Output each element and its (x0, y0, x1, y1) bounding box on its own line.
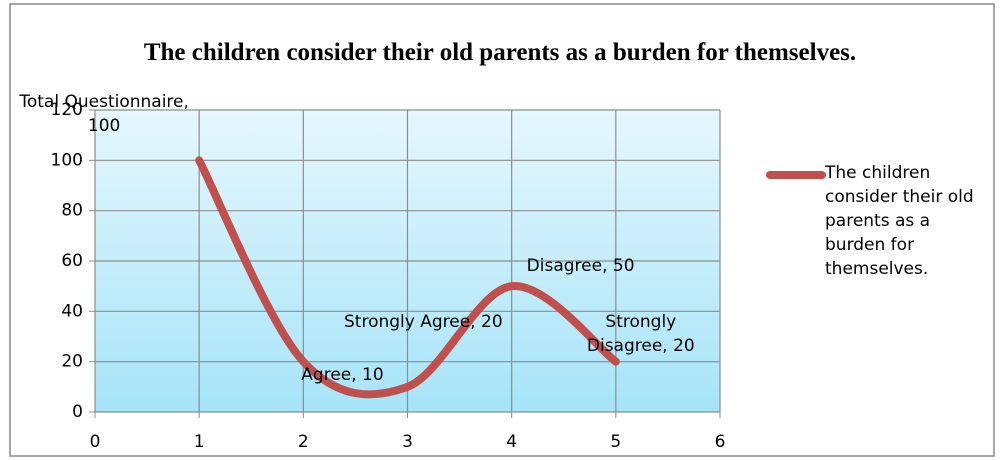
y-tick-label: 40 (61, 301, 83, 321)
data-label: Total Questionnaire, 100 (19, 92, 189, 137)
x-tick-label: 4 (506, 432, 517, 452)
title-box: The children consider their old parents … (143, 39, 857, 66)
y-tick-label: 0 (72, 402, 83, 422)
data-label-box: Agree, 10 (301, 364, 384, 385)
y-tick-label: 60 (61, 251, 83, 271)
legend-label: The children consider their old parents … (825, 163, 974, 279)
x-tick-label: 3 (402, 432, 413, 452)
x-tick-label: 5 (610, 432, 621, 452)
line (195, 156, 620, 399)
x-tick-label: 2 (298, 432, 309, 452)
data-label: Strongly Agree, 20 (344, 311, 503, 332)
data-label-box: Strongly Agree, 20 (344, 311, 503, 332)
x-tick-label: 0 (90, 432, 101, 452)
data-label-box: Strongly Disagree, 20 (586, 311, 695, 356)
x-tick-label: 1 (194, 432, 205, 452)
data-label-box: Total Questionnaire, 100 (19, 92, 189, 137)
y-tick-label: 100 (51, 150, 83, 170)
chart-title: The children consider their old parents … (143, 39, 857, 66)
data-label: Agree, 10 (301, 364, 384, 385)
x-tick-label: 6 (715, 432, 726, 452)
y-tick-label: 120 (51, 100, 83, 120)
y-tick-label: 20 (61, 352, 83, 372)
y-tick-label: 80 (61, 201, 83, 221)
data-label: Strongly Disagree, 20 (586, 311, 695, 356)
legend-label-box: The children consider their old parents … (825, 163, 974, 279)
data-label: Disagree, 50 (526, 256, 635, 277)
data-label-box: Disagree, 50 (526, 256, 635, 277)
